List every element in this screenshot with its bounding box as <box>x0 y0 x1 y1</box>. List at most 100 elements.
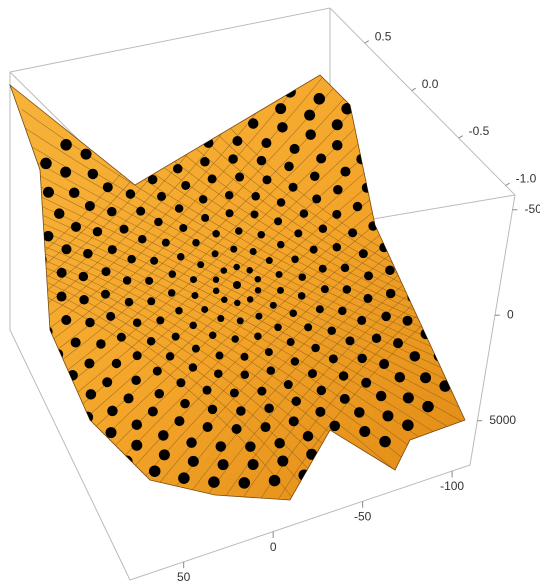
point <box>211 250 219 258</box>
point <box>44 373 56 385</box>
point <box>357 315 367 325</box>
point <box>56 291 67 302</box>
point <box>236 317 244 325</box>
point <box>70 337 81 348</box>
point <box>402 315 413 326</box>
point <box>257 231 266 239</box>
point <box>275 270 283 278</box>
point <box>377 170 389 181</box>
point <box>290 357 300 366</box>
point <box>467 236 479 248</box>
point <box>133 138 145 150</box>
point <box>427 305 438 316</box>
point <box>232 136 243 147</box>
point <box>217 459 229 471</box>
mesh-line <box>10 114 465 415</box>
point <box>447 189 459 202</box>
point <box>174 416 185 427</box>
point <box>208 476 220 488</box>
point <box>165 352 175 361</box>
point <box>193 83 206 96</box>
point <box>254 287 262 294</box>
point <box>439 380 451 392</box>
point <box>318 264 327 273</box>
point <box>299 209 309 218</box>
point <box>103 132 115 144</box>
point <box>341 102 353 115</box>
point <box>30 352 42 364</box>
mesh-line <box>10 175 402 477</box>
point <box>85 389 97 400</box>
mesh-line <box>207 153 465 500</box>
point <box>80 148 92 160</box>
point <box>407 268 418 279</box>
point <box>215 351 224 360</box>
point <box>161 238 170 247</box>
point <box>277 240 285 249</box>
point <box>247 459 259 471</box>
tick-label: 0.0 <box>422 77 439 91</box>
point <box>328 354 338 364</box>
point <box>53 208 65 219</box>
point <box>19 328 31 340</box>
point <box>78 271 89 282</box>
point <box>189 321 197 330</box>
mesh-line <box>10 160 453 461</box>
point <box>371 333 382 344</box>
point <box>277 122 288 133</box>
point <box>67 370 78 381</box>
point <box>189 121 200 133</box>
point <box>147 174 158 185</box>
tick-label: 50 <box>177 570 191 583</box>
point <box>122 276 132 285</box>
point <box>83 248 93 259</box>
point <box>124 297 134 307</box>
point <box>261 138 272 149</box>
point <box>381 311 391 322</box>
point <box>174 204 184 213</box>
tick-label: -0.5 <box>469 124 490 138</box>
point <box>358 249 368 259</box>
point <box>234 299 241 307</box>
point <box>42 326 53 337</box>
point <box>302 430 314 442</box>
point <box>150 256 159 265</box>
point <box>363 293 373 303</box>
point <box>262 175 272 185</box>
point <box>158 449 170 461</box>
point <box>131 375 141 385</box>
point <box>246 296 254 303</box>
point <box>394 371 406 383</box>
point <box>320 285 329 294</box>
point <box>385 265 395 275</box>
point <box>318 224 328 234</box>
point <box>246 267 253 274</box>
point <box>102 182 113 193</box>
point <box>407 292 418 303</box>
point <box>201 213 210 222</box>
point <box>0 273 1 285</box>
point <box>187 455 199 467</box>
point <box>203 137 214 148</box>
point <box>30 390 43 402</box>
point <box>427 256 439 268</box>
point <box>260 422 271 433</box>
point <box>186 437 197 448</box>
point <box>305 129 316 140</box>
point <box>218 118 229 129</box>
point <box>229 388 239 398</box>
point <box>277 455 289 467</box>
mesh-line <box>10 155 465 456</box>
point <box>94 442 107 455</box>
tick-mark <box>364 40 370 44</box>
point <box>418 185 430 197</box>
point <box>329 420 341 432</box>
point <box>40 157 52 170</box>
point <box>401 165 413 177</box>
point <box>361 377 372 388</box>
point <box>238 477 251 489</box>
point <box>152 366 162 376</box>
point <box>309 171 320 181</box>
point <box>380 147 392 159</box>
point <box>102 377 113 388</box>
